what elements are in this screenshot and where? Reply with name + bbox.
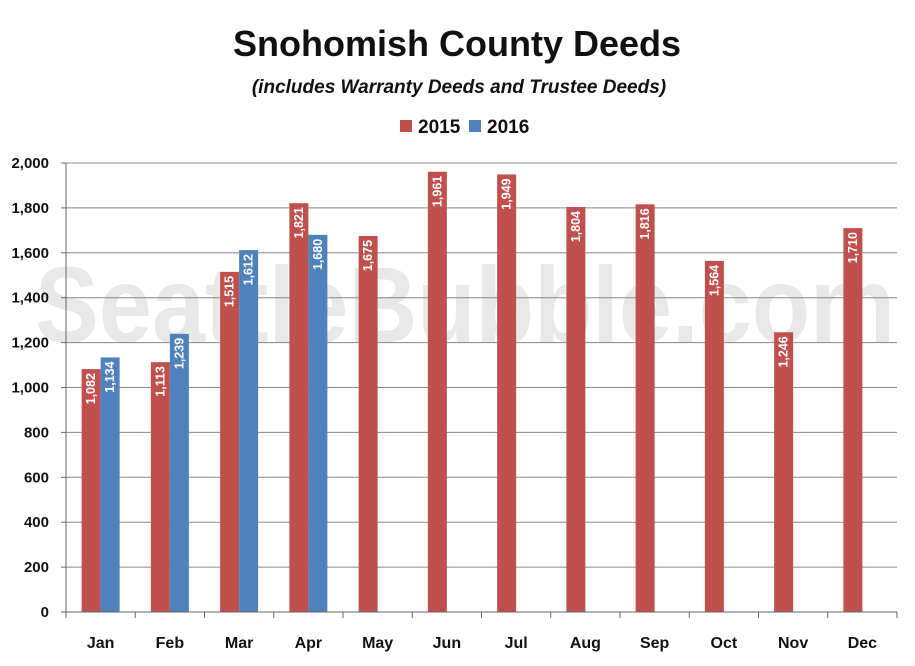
- data-label-2015-May: 1,675: [361, 240, 375, 271]
- y-tick-label: 1,000: [11, 380, 49, 397]
- x-axis: Jan Feb Mar Apr May Jun Jul Aug Sep Oct Nov Dec: [65, 611, 898, 652]
- chart-title: Snohomish County Deeds: [233, 23, 681, 64]
- y-tick-label: 400: [24, 514, 49, 531]
- bar-2016-Mar: [239, 250, 259, 612]
- x-tick-label-Jul: Jul: [505, 635, 528, 652]
- legend-label-2016: 2016: [487, 117, 529, 138]
- watermark: SeattleBubble.com: [35, 244, 895, 365]
- y-tick-label: 2,000: [11, 155, 49, 172]
- data-label-2015-Apr: 1,821: [292, 207, 306, 238]
- data-label-2015-Jun: 1,961: [430, 176, 444, 207]
- data-label-2016-Mar: 1,612: [242, 254, 256, 285]
- bar-2016-Feb: [169, 333, 189, 612]
- x-tick-label-Jun: Jun: [433, 635, 461, 652]
- chart-subtitle: (includes Warranty Deeds and Trustee Dee…: [252, 77, 666, 98]
- data-label-2015-Jul: 1,949: [500, 178, 514, 209]
- bars: 1,082 1,134 1,113 1,239 1,515 1,612 1,821 1,680…: [81, 171, 863, 613]
- x-tick-label-Apr: Apr: [295, 635, 323, 652]
- bar-2016-Jan: [100, 357, 120, 612]
- bar-2015-Nov: [774, 332, 794, 612]
- data-label-2016-Jan: 1,134: [103, 361, 117, 392]
- y-tick-label: 800: [24, 424, 49, 441]
- data-label-2015-Aug: 1,804: [569, 211, 583, 242]
- y-tick-label: 200: [24, 559, 49, 576]
- y-axis: 0 200 400 600 800 1,000 1,200 1,400 1,600 1,800 2,…: [11, 155, 67, 621]
- bar-2015-Feb: [150, 362, 170, 612]
- data-label-2015-Jan: 1,082: [84, 373, 98, 404]
- y-tick-label: 0: [41, 604, 49, 621]
- data-label-2015-Dec: 1,710: [846, 232, 860, 263]
- x-tick-label-Dec: Dec: [848, 635, 877, 652]
- x-tick-label-Oct: Oct: [711, 635, 738, 652]
- bar-2015-Mar: [220, 271, 240, 612]
- legend-swatch-2015: [400, 120, 412, 132]
- data-label-2015-Mar: 1,515: [223, 276, 237, 307]
- legend-label-2015: 2015: [418, 117, 461, 138]
- x-tick-label-Feb: Feb: [156, 635, 185, 652]
- bar-2015-Sep: [635, 204, 655, 613]
- bar-2015-Jun: [427, 171, 447, 612]
- bar-2015-Jan: [81, 369, 101, 612]
- data-label-2015-Oct: 1,564: [707, 265, 721, 296]
- y-tick-label: 600: [24, 469, 49, 486]
- x-tick-label-Mar: Mar: [225, 635, 253, 652]
- bar-2015-Aug: [566, 207, 586, 612]
- x-tick-label-Nov: Nov: [778, 635, 808, 652]
- x-tick-label-Sep: Sep: [640, 635, 670, 652]
- bar-2015-May: [358, 235, 378, 612]
- x-tick-label-Jan: Jan: [87, 635, 115, 652]
- bar-2016-Apr: [308, 234, 328, 612]
- bar-2015-Oct: [704, 260, 724, 612]
- data-label-2015-Nov: 1,246: [777, 336, 791, 367]
- bar-2015-Dec: [843, 228, 863, 613]
- x-tick-label-May: May: [362, 635, 393, 652]
- data-label-2015-Sep: 1,816: [638, 208, 652, 239]
- y-tick-label: 1,600: [11, 245, 49, 262]
- x-tick-label-Aug: Aug: [570, 635, 601, 652]
- y-tick-label: 1,800: [11, 200, 49, 217]
- y-tick-label: 1,400: [11, 290, 49, 307]
- y-tick-label: 1,200: [11, 335, 49, 352]
- bar-2015-Apr: [289, 203, 309, 613]
- legend-swatch-2016: [469, 120, 481, 132]
- data-label-2015-Feb: 1,113: [153, 366, 167, 397]
- gridlines: [66, 162, 897, 568]
- data-label-2016-Feb: 1,239: [172, 338, 186, 369]
- data-label-2016-Apr: 1,680: [311, 239, 325, 270]
- legend: 2015 2016: [400, 117, 529, 138]
- bar-2015-Jul: [497, 174, 517, 612]
